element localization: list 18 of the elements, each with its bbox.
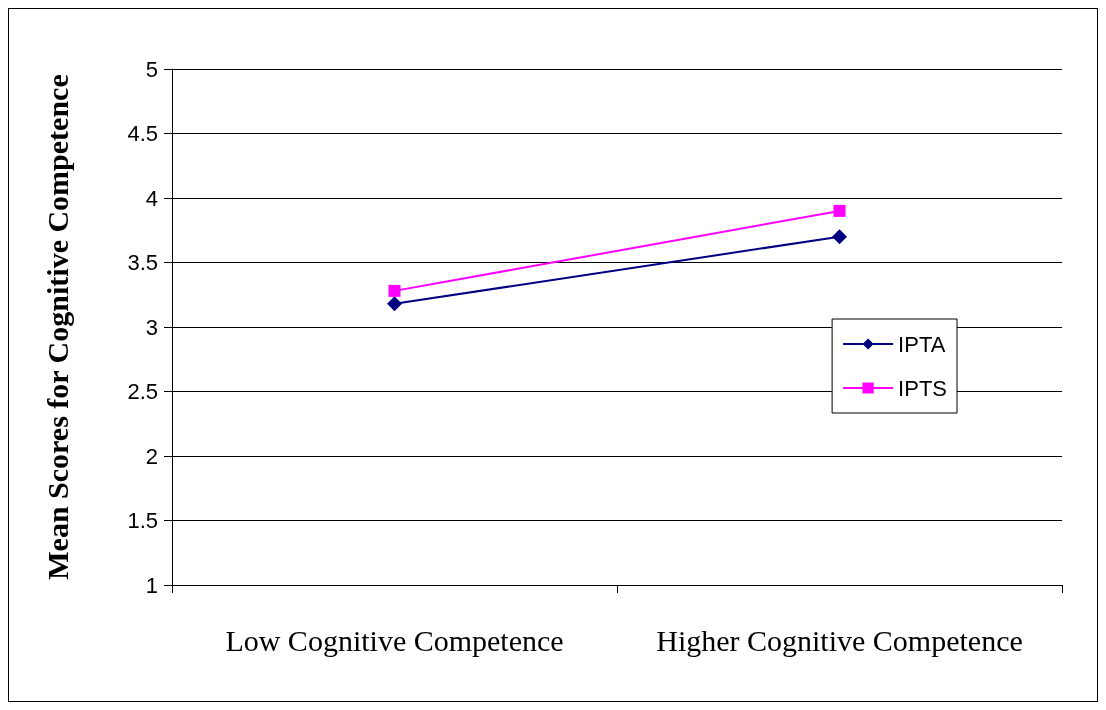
legend-label: IPTS <box>898 375 948 401</box>
x-tick-label: Low Cognitive Competence <box>225 623 564 657</box>
y-tick-label: 5 <box>145 56 158 82</box>
point <box>387 296 402 312</box>
point <box>832 229 847 245</box>
y-axis-title: Mean Scores for Cognitive Competence <box>40 74 74 580</box>
y-tick-label: 2.5 <box>127 379 158 404</box>
point <box>388 284 401 297</box>
y-tick-label: 3 <box>145 314 158 340</box>
point <box>833 204 846 217</box>
y-tick-label: 1 <box>145 572 158 598</box>
x-tick-label: Higher Cognitive Competence <box>656 623 1023 657</box>
y-tick-label: 4.5 <box>127 121 158 146</box>
y-tick-label: 3.5 <box>127 250 158 275</box>
y-tick-label: 1.5 <box>127 508 158 533</box>
y-tick-label: 4 <box>145 185 158 211</box>
y-tick-label: 2 <box>145 443 158 469</box>
legend-label: IPTA <box>898 331 946 357</box>
